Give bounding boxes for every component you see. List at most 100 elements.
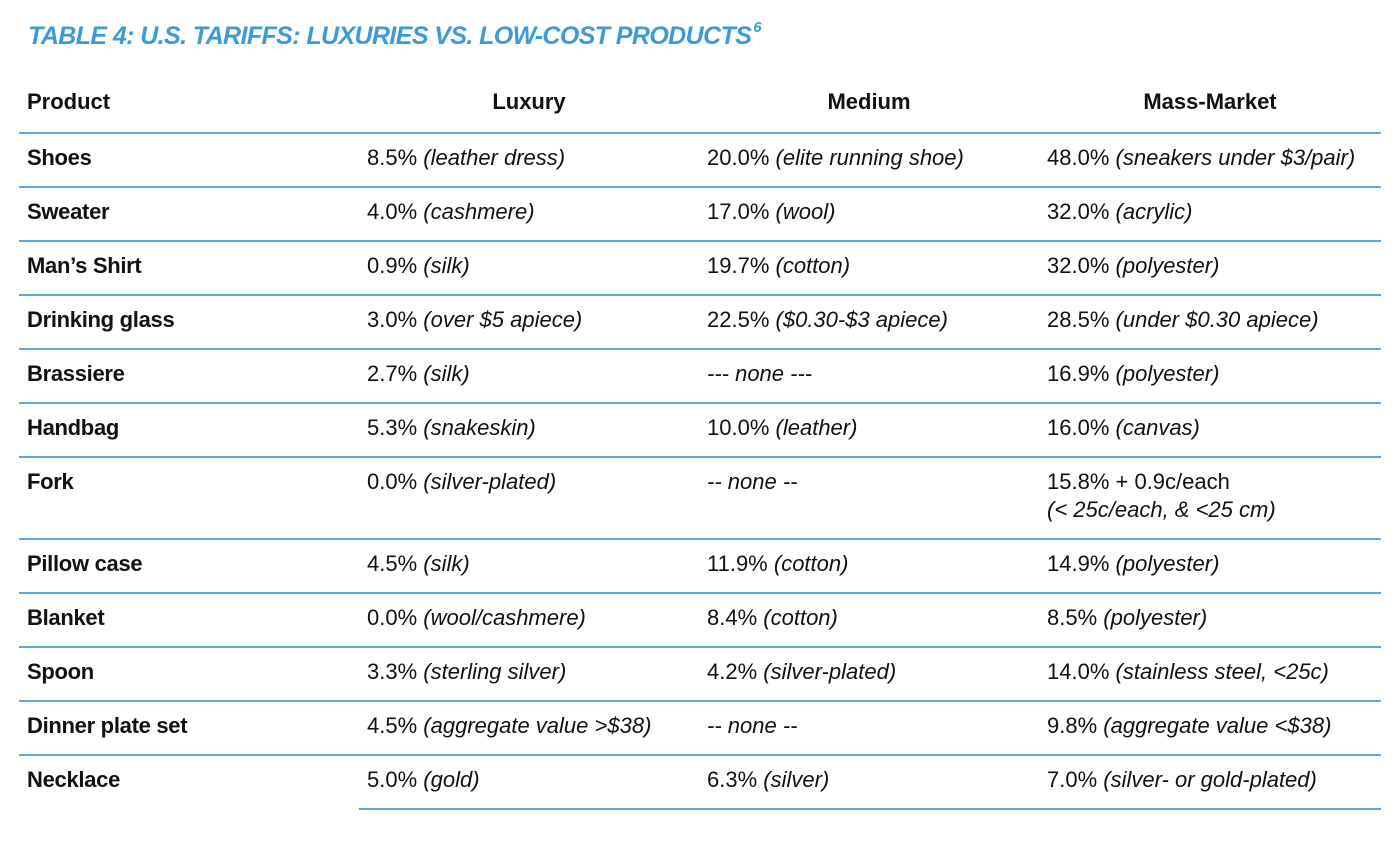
mass-note: (< 25c/each, & <25 cm)	[1047, 497, 1276, 522]
medium-note: (silver-plated)	[763, 659, 897, 684]
table-row: Pillow case 4.5% (silk) 11.9% (cotton) 1…	[19, 539, 1381, 594]
luxury-note: (sterling silver)	[423, 659, 567, 684]
mass-note: (polyester)	[1115, 551, 1220, 576]
luxury-note: (silver-plated)	[423, 469, 557, 494]
luxury-rate: 0.0%	[367, 605, 418, 630]
product-cell: Spoon	[19, 647, 359, 702]
header-mass-market: Mass-Market	[1039, 78, 1381, 134]
mass-rate: 28.5%	[1047, 307, 1110, 332]
luxury-rate: 0.0%	[367, 469, 418, 494]
product-cell: Necklace	[27, 767, 121, 792]
table-row: Man’s Shirt 0.9% (silk) 19.7% (cotton) 3…	[19, 241, 1381, 296]
medium-note: -- none --	[707, 713, 798, 738]
medium-note: ($0.30-$3 apiece)	[775, 307, 948, 332]
mass-note: (silver- or gold-plated)	[1103, 767, 1317, 792]
mass-note: (canvas)	[1115, 415, 1200, 440]
medium-rate: 8.4%	[707, 605, 758, 630]
mass-note: (aggregate value <$38)	[1103, 713, 1332, 738]
medium-rate: 19.7%	[707, 253, 770, 278]
luxury-note: (over $5 apiece)	[423, 307, 583, 332]
luxury-note: (silk)	[423, 361, 470, 386]
mass-cell: 32.0% (polyester)	[1039, 241, 1381, 296]
medium-note: (cotton)	[763, 605, 838, 630]
luxury-cell: 5.0% (gold)	[359, 755, 699, 810]
mass-cell: 14.0% (stainless steel, <25c)	[1039, 647, 1381, 702]
mass-note: (stainless steel, <25c)	[1115, 659, 1329, 684]
medium-cell: --- none ---	[699, 349, 1039, 404]
luxury-note: (aggregate value >$38)	[423, 713, 652, 738]
mass-cell: 9.8% (aggregate value <$38)	[1039, 701, 1381, 756]
luxury-rate: 2.7%	[367, 361, 418, 386]
header-product: Product	[19, 78, 359, 134]
medium-rate: 20.0%	[707, 145, 770, 170]
luxury-cell: 2.7% (silk)	[359, 349, 699, 404]
mass-cell: 15.8% + 0.9c/each (< 25c/each, & <25 cm)	[1039, 457, 1381, 540]
luxury-cell: 3.0% (over $5 apiece)	[359, 295, 699, 350]
medium-rate: 22.5%	[707, 307, 770, 332]
mass-cell: 28.5% (under $0.30 apiece)	[1039, 295, 1381, 350]
mass-rate: 7.0%	[1047, 767, 1098, 792]
luxury-rate: 4.5%	[367, 551, 418, 576]
table-row: Fork 0.0% (silver-plated) -- none -- 15.…	[19, 457, 1381, 540]
medium-note: -- none --	[707, 469, 798, 494]
medium-cell: 10.0% (leather)	[699, 403, 1039, 458]
mass-note: (acrylic)	[1115, 199, 1193, 224]
medium-note: (elite running shoe)	[775, 145, 964, 170]
product-cell: Handbag	[19, 403, 359, 458]
luxury-cell: 3.3% (sterling silver)	[359, 647, 699, 702]
luxury-cell: 8.5% (leather dress)	[359, 133, 699, 188]
luxury-note: (snakeskin)	[423, 415, 536, 440]
medium-rate: 10.0%	[707, 415, 770, 440]
luxury-rate: 5.3%	[367, 415, 418, 440]
medium-note: (leather)	[775, 415, 858, 440]
mass-rate: 14.9%	[1047, 551, 1110, 576]
tariff-table: Product Luxury Medium Mass-Market Shoes …	[19, 78, 1381, 810]
medium-note: (silver)	[763, 767, 830, 792]
luxury-note: (gold)	[423, 767, 480, 792]
medium-rate: 11.9%	[707, 551, 768, 576]
medium-cell: 11.9% (cotton)	[699, 539, 1039, 594]
table-header: Product Luxury Medium Mass-Market	[19, 78, 1381, 134]
medium-cell: -- none --	[699, 701, 1039, 756]
medium-rate: 4.2%	[707, 659, 758, 684]
luxury-note: (cashmere)	[423, 199, 535, 224]
medium-rate: 6.3%	[707, 767, 758, 792]
luxury-note: (leather dress)	[423, 145, 566, 170]
table-body: Shoes 8.5% (leather dress) 20.0% (elite …	[19, 133, 1381, 810]
medium-note: (cotton)	[775, 253, 851, 278]
luxury-rate: 4.0%	[367, 199, 418, 224]
product-cell: Fork	[19, 457, 359, 540]
header-luxury: Luxury	[359, 78, 699, 134]
medium-rate: 17.0%	[707, 199, 770, 224]
mass-note: (under $0.30 apiece)	[1115, 307, 1319, 332]
mass-cell: 16.9% (polyester)	[1039, 349, 1381, 404]
product-cell: Pillow case	[19, 539, 359, 594]
mass-note: (polyester)	[1115, 361, 1220, 386]
mass-rate: 32.0%	[1047, 253, 1110, 278]
mass-cell: 32.0% (acrylic)	[1039, 187, 1381, 242]
table-row: Shoes 8.5% (leather dress) 20.0% (elite …	[19, 133, 1381, 188]
table-row: Spoon 3.3% (sterling silver) 4.2% (silve…	[19, 647, 1381, 702]
luxury-note: (silk)	[423, 551, 470, 576]
mass-cell: 48.0% (sneakers under $3/pair)	[1039, 133, 1381, 188]
luxury-note: (wool/cashmere)	[423, 605, 586, 630]
mass-note: (polyester)	[1103, 605, 1208, 630]
medium-cell: 8.4% (cotton)	[699, 593, 1039, 648]
product-cell: Dinner plate set	[19, 701, 359, 756]
medium-note: (cotton)	[773, 551, 849, 576]
medium-cell: 6.3% (silver)	[699, 755, 1039, 810]
medium-cell: 17.0% (wool)	[699, 187, 1039, 242]
luxury-cell: 4.0% (cashmere)	[359, 187, 699, 242]
luxury-rate: 0.9%	[367, 253, 418, 278]
table-title-text: TABLE 4: U.S. TARIFFS: LUXURIES VS. LOW-…	[28, 22, 752, 50]
table-row: Dinner plate set 4.5% (aggregate value >…	[19, 701, 1381, 756]
product-cell: Shoes	[19, 133, 359, 188]
product-cell: Brassiere	[19, 349, 359, 404]
luxury-rate: 4.5%	[367, 713, 418, 738]
table-row: Sweater 4.0% (cashmere) 17.0% (wool) 32.…	[19, 187, 1381, 242]
product-cell: Blanket	[19, 593, 359, 648]
luxury-rate: 3.0%	[367, 307, 418, 332]
table-row: Drinking glass 3.0% (over $5 apiece) 22.…	[19, 295, 1381, 350]
product-cell: Man’s Shirt	[19, 241, 359, 296]
luxury-cell: 0.9% (silk)	[359, 241, 699, 296]
